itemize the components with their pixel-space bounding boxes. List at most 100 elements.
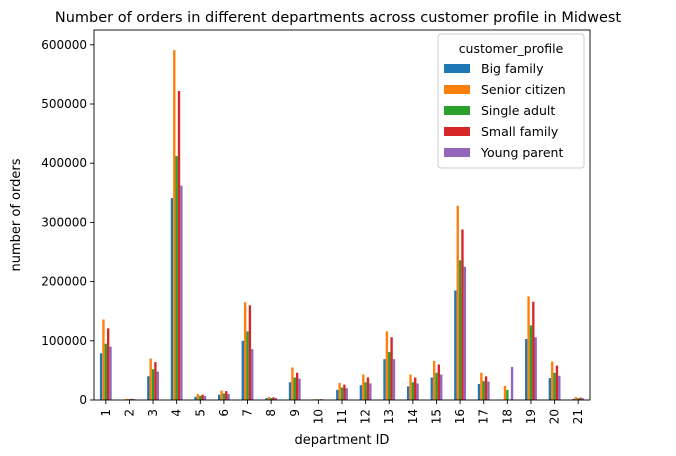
bar-single-adult-dept-12 [364,382,367,400]
bar-small-family-dept-16 [461,229,464,400]
bar-senior-citizen-dept-7 [243,302,247,400]
bar-small-family-dept-9 [295,372,299,400]
x-tick-label: 3 [146,409,160,417]
bar-small-family-dept-1 [106,328,110,400]
bar-young-parent-dept-17 [487,381,490,400]
bar-single-adult-dept-3 [151,369,155,400]
legend-swatch-single-adult [444,106,470,115]
x-tick-label: 10 [311,409,325,424]
bar-single-adult-dept-19 [529,325,533,400]
x-axis: 1 2 3 4 5 6 7 8 9 10 11 12 13 14 15 16 17 18 19 20 21 [99,400,585,424]
bar-single-adult-dept-8 [269,397,273,400]
x-tick-label: 16 [453,409,467,424]
bar-senior-citizen-dept-11 [338,382,341,400]
bar-senior-citizen-dept-18 [503,385,507,400]
bar-young-parent-dept-21 [581,398,585,400]
y-axis-label: number of orders [9,158,24,271]
legend-label-small-family: Small family [481,124,559,139]
x-tick-label: 11 [335,409,349,424]
bar-single-adult-dept-13 [388,352,391,400]
bar-big-family-dept-9 [288,382,292,400]
bar-young-parent-dept-8 [274,397,278,400]
bar-small-family-dept-4 [177,90,181,400]
bar-young-parent-dept-12 [369,383,372,400]
x-tick-label: 13 [382,409,396,424]
bar-young-parent-dept-11 [345,388,348,400]
bar-senior-citizen-dept-14 [409,374,412,400]
x-tick-label: 4 [170,409,184,417]
bar-young-parent-dept-1 [109,346,112,400]
bars-layer [99,50,585,401]
bar-single-adult-dept-16 [458,260,462,400]
bar-single-adult-dept-6 [222,393,226,400]
bar-big-family-dept-7 [241,340,244,400]
y-tick-label: 600000 [41,38,87,52]
bar-young-parent-dept-18 [510,366,514,400]
bar-senior-citizen-dept-13 [385,331,389,400]
bar-big-family-dept-4 [170,198,174,400]
bar-young-parent-dept-14 [416,383,419,400]
bar-big-family-dept-15 [430,377,433,400]
bar-single-adult-dept-18 [506,389,509,400]
legend: customer_profile Big family Senior citize… [437,33,585,169]
bar-big-family-dept-1 [99,353,103,400]
bar-young-parent-dept-6 [227,394,230,400]
x-tick-label: 21 [571,409,585,424]
bar-big-family-dept-12 [359,385,363,400]
bar-small-family-dept-8 [272,397,275,400]
bar-big-family-dept-14 [406,386,410,400]
x-tick-label: 15 [429,409,443,424]
x-tick-label: 19 [524,409,538,424]
legend-swatch-big-family [444,64,470,73]
bar-single-adult-dept-4 [175,156,178,400]
bar-single-adult-dept-5 [199,395,202,400]
bar-small-family-dept-14 [414,377,417,400]
bar-young-parent-dept-16 [463,266,466,400]
x-tick-label: 8 [264,409,278,417]
y-tick-label: 200000 [41,275,87,289]
bar-single-adult-dept-14 [411,382,415,400]
y-tick-label: 400000 [41,156,87,170]
bar-young-parent-dept-7 [251,349,254,400]
bar-big-family-dept-6 [218,394,221,400]
bar-senior-citizen-dept-5 [196,394,200,400]
x-tick-label: 12 [359,409,373,424]
plot-frame [93,29,591,401]
legend-label-big-family: Big family [481,61,544,76]
chart-title: Number of orders in different department… [55,10,622,26]
bar-senior-citizen-dept-1 [102,319,105,400]
x-tick-label: 9 [288,409,302,417]
bar-senior-citizen-dept-16 [456,205,459,400]
bar-big-family-dept-17 [477,384,481,400]
bar-senior-citizen-dept-20 [551,361,554,400]
legend-swatch-senior-citizen [444,85,470,94]
bar-senior-citizen-dept-17 [480,372,483,400]
bar-single-adult-dept-11 [340,387,344,400]
y-tick-label: 500000 [41,97,87,111]
x-tick-label: 7 [241,409,255,417]
legend-title: customer_profile [459,41,564,56]
bar-single-adult-dept-7 [246,331,249,400]
bar-small-family-dept-19 [532,301,535,400]
bar-small-family-dept-5 [201,394,204,400]
bar-single-adult-dept-20 [553,372,556,400]
bar-big-family-dept-13 [383,359,386,400]
bar-senior-citizen-dept-6 [220,390,223,400]
legend-swatch-young-parent [444,148,470,157]
legend-label-single-adult: Single adult [481,103,555,118]
bar-young-parent-dept-5 [203,396,207,400]
bar-small-family-dept-2 [130,398,133,400]
bar-senior-citizen-dept-4 [173,50,176,401]
bar-young-parent-dept-3 [156,371,159,400]
bar-small-family-dept-12 [366,377,370,400]
bar-big-family-dept-21 [572,398,575,400]
y-tick-label: 300000 [41,215,87,229]
legend-label-senior-citizen: Senior citizen [481,82,566,97]
x-tick-label: 6 [217,409,231,417]
bar-big-family-dept-16 [454,290,457,400]
bar-small-family-dept-20 [555,365,559,400]
bar-senior-citizen-dept-15 [432,360,436,400]
bar-big-family-dept-20 [548,378,552,400]
bar-senior-citizen-dept-2 [125,398,129,400]
